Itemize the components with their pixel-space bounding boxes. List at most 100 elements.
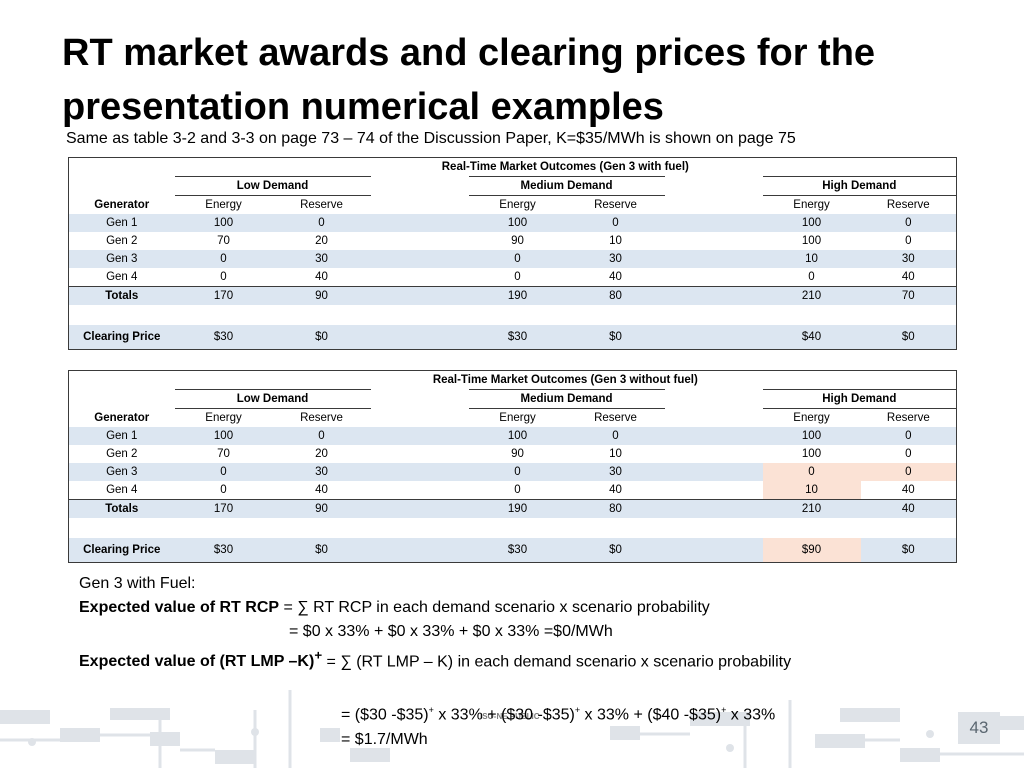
- cell: 210: [762, 499, 861, 518]
- table-row: Gen 1 100 0 100 0 100 0: [68, 214, 957, 232]
- gap: [370, 499, 469, 518]
- clearing-price-label: Clearing Price: [68, 325, 175, 350]
- cell: $0: [566, 325, 665, 350]
- gap: [665, 481, 763, 500]
- formula-heading: Gen 3 with Fuel:: [79, 575, 196, 592]
- header-gap: [371, 177, 469, 196]
- gap: [370, 325, 469, 350]
- table-caption: Real-Time Market Outcomes (Gen 3 with fu…: [441, 161, 689, 173]
- col-reserve: Reserve: [300, 199, 343, 211]
- rt-outcomes-table-with-fuel: Real-Time Market Outcomes (Gen 3 with fu…: [68, 157, 958, 350]
- cell: 0: [220, 271, 227, 283]
- gap: [371, 445, 469, 463]
- table-row: Gen 3 0 30 0 30 0 0: [68, 463, 957, 481]
- cell: $40: [762, 325, 861, 350]
- table-row: Gen 1 100 0 100 0 100 0: [68, 427, 957, 445]
- gap: [371, 232, 469, 250]
- rt-outcomes-table-without-fuel: Real-Time Market Outcomes (Gen 3 without…: [68, 370, 958, 563]
- highlighted-cell: 0: [860, 463, 957, 481]
- gap: [665, 232, 763, 250]
- header-gap: [371, 409, 469, 428]
- formula-text: = $0 x 33% + $0 x 33% + $0 x 33% =$0/MWh: [289, 623, 613, 640]
- cell: $0: [272, 325, 371, 350]
- group-medium-demand: Medium Demand: [468, 176, 665, 196]
- header-gap: [371, 390, 469, 409]
- formula-line: Expected value of RT RCP = ∑ RT RCP in e…: [79, 596, 791, 620]
- formula-blank: [79, 674, 791, 698]
- cell: $0: [860, 325, 957, 350]
- formula-block: Gen 3 with Fuel: Expected value of RT RC…: [79, 572, 791, 752]
- col-energy: Energy: [205, 199, 242, 211]
- clearing-price-row: Clearing Price $30 $0 $30 $0 $40 $0: [68, 325, 957, 350]
- gap: [664, 499, 763, 518]
- cell: 0: [860, 214, 957, 232]
- cell: 70: [217, 448, 230, 460]
- highlighted-cell: 10: [762, 481, 861, 500]
- cell: 0: [566, 214, 665, 232]
- col-energy: Energy: [499, 199, 536, 211]
- cell: 0: [174, 250, 273, 268]
- gap: [371, 481, 469, 500]
- cell: 100: [762, 427, 861, 445]
- cell: 0: [566, 427, 665, 445]
- gap: [371, 268, 469, 287]
- cell: 0: [174, 463, 273, 481]
- cell: 80: [566, 499, 665, 518]
- cell: 0: [514, 271, 521, 283]
- cell: 100: [801, 235, 822, 247]
- slide-subtitle: Same as table 3-2 and 3-3 on page 73 – 7…: [66, 130, 796, 147]
- cell: 210: [762, 286, 861, 305]
- formula-bold-term: Expected value of RT RCP: [79, 599, 280, 616]
- cell: 0: [905, 448, 912, 460]
- cell: 80: [566, 286, 665, 305]
- cell: 0: [905, 235, 912, 247]
- totals-row: Totals 170 90 190 80 210 40: [68, 499, 957, 518]
- gap: [664, 427, 763, 445]
- gap: [370, 250, 469, 268]
- table-row: Gen 4 0 40 0 40 10 40: [69, 481, 957, 500]
- gap: [370, 427, 469, 445]
- header-gap: [665, 390, 763, 409]
- col-reserve: Reserve: [594, 199, 637, 211]
- cell: 0: [272, 427, 371, 445]
- totals-row: Totals 170 90 190 80 210 70: [68, 286, 957, 305]
- cell: 70: [860, 286, 957, 305]
- cell: 0: [220, 484, 227, 496]
- cell: 190: [468, 286, 567, 305]
- gen-label: Gen 1: [68, 214, 175, 232]
- group-high-demand: High Demand: [762, 389, 957, 409]
- header-blank: [69, 158, 175, 177]
- cell: 10: [762, 250, 861, 268]
- cell: $30: [174, 325, 273, 350]
- cell: 40: [609, 484, 622, 496]
- table-row: Gen 2 70 20 90 10 100 0: [69, 445, 957, 463]
- header-gap: [665, 196, 763, 215]
- cell: 40: [609, 271, 622, 283]
- col-generator: Generator: [94, 411, 150, 424]
- gap: [664, 463, 763, 481]
- cell: 100: [174, 214, 273, 232]
- page-number: 43: [958, 712, 1000, 744]
- group-low-demand: Low Demand: [174, 176, 371, 196]
- cell: 100: [468, 214, 567, 232]
- cell: 100: [468, 427, 567, 445]
- cell: 170: [174, 286, 273, 305]
- col-reserve: Reserve: [886, 412, 930, 424]
- header-gap: [371, 196, 469, 215]
- col-energy: Energy: [793, 412, 830, 424]
- gap: [664, 538, 763, 563]
- gap: [664, 250, 763, 268]
- gap: [664, 214, 763, 232]
- col-energy: Energy: [499, 412, 536, 424]
- totals-label: Totals: [68, 286, 175, 305]
- cell: $30: [468, 538, 567, 563]
- group-medium-demand: Medium Demand: [468, 389, 665, 409]
- header-blank: [69, 371, 175, 390]
- gap: [370, 286, 469, 305]
- cell: 10: [609, 448, 622, 460]
- header-gap: [665, 409, 763, 428]
- cell: 90: [511, 235, 524, 247]
- table-caption: Real-Time Market Outcomes (Gen 3 without…: [432, 374, 698, 386]
- group-high-demand: High Demand: [762, 176, 957, 196]
- cell: 90: [511, 448, 524, 460]
